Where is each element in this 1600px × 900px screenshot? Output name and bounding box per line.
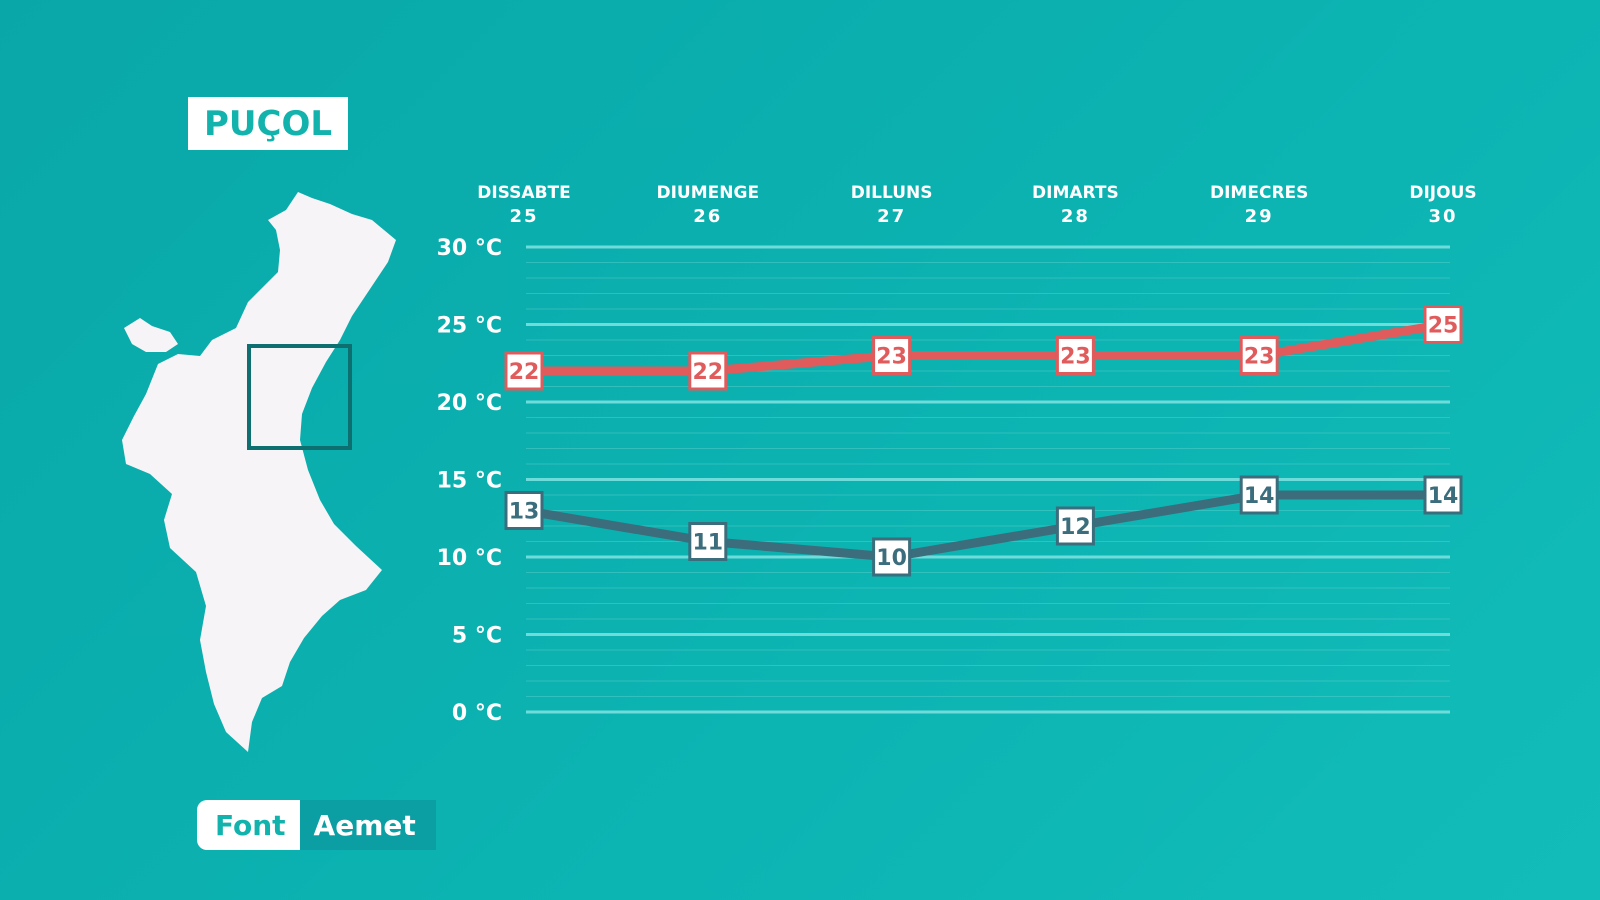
- y-tick-label: 25 °C: [437, 314, 502, 339]
- data-label-value: 22: [692, 360, 723, 385]
- data-label-1: 13: [504, 491, 544, 530]
- data-label-box: [1055, 506, 1095, 546]
- data-label-box: [1239, 475, 1279, 515]
- data-label-value: 11: [692, 531, 723, 556]
- data-labels: 22 22 23 23 23 25 13 11 10 12 14 14: [504, 305, 1463, 577]
- day-name-label: DIMARTS: [1032, 183, 1119, 203]
- data-label-0: 22: [688, 351, 728, 391]
- major-gridlines: [526, 245, 1450, 714]
- data-label-1: 11: [688, 522, 728, 561]
- data-label-box: [872, 537, 912, 577]
- y-tick-label: 0 °C: [452, 701, 502, 726]
- day-number-label: 29: [1245, 206, 1274, 227]
- region-shape: [122, 192, 396, 752]
- data-label-1: 14: [1423, 475, 1463, 515]
- y-tick-label: 10 °C: [437, 546, 502, 571]
- day-name-label: DIMECRES: [1210, 183, 1308, 203]
- location-title: PUÇOL: [188, 97, 348, 150]
- data-label-1: 14: [1239, 475, 1279, 515]
- data-label-value: 13: [509, 500, 540, 525]
- day-name-label: DISSABTE: [477, 183, 570, 203]
- data-label-box: [1239, 336, 1279, 375]
- y-tick-label: 5 °C: [452, 624, 502, 649]
- data-label-value: 25: [1428, 314, 1459, 339]
- data-label-box: [1055, 336, 1095, 375]
- data-label-box: [504, 491, 544, 530]
- day-number-label: 26: [693, 206, 722, 227]
- series-lines: [519, 320, 1448, 562]
- data-label-box: [1423, 475, 1463, 515]
- island-shape: [124, 318, 178, 352]
- data-label-value: 12: [1060, 515, 1091, 540]
- y-tick-label: 30 °C: [437, 236, 502, 261]
- minor-gridlines: [526, 262, 1450, 697]
- data-label-box: [1423, 305, 1463, 344]
- data-label-value: 14: [1428, 484, 1459, 509]
- source-badge: Font Aemet: [197, 800, 436, 850]
- data-label-box: [872, 336, 912, 375]
- day-name-label: DIUMENGE: [657, 183, 760, 203]
- day-number-label: 28: [1061, 206, 1090, 227]
- y-tick-label: 15 °C: [437, 469, 502, 494]
- data-label-value: 14: [1244, 484, 1275, 509]
- region-map: [122, 192, 396, 752]
- data-label-box: [504, 351, 544, 391]
- data-label-value: 23: [1060, 345, 1091, 370]
- day-number-label: 25: [509, 206, 538, 227]
- data-label-value: 22: [509, 360, 540, 385]
- data-label-1: 10: [872, 537, 912, 577]
- data-label-0: 25: [1423, 305, 1463, 344]
- data-label-value: 10: [876, 546, 907, 571]
- day-labels: DISSABTE 25 DIUMENGE 26 DILLUNS 27 DIMARTS 28 DI…: [477, 183, 1476, 227]
- source-label: Font: [197, 800, 300, 850]
- data-label-box: [688, 522, 728, 561]
- day-number-label: 30: [1428, 206, 1457, 227]
- data-label-0: 23: [1055, 336, 1095, 375]
- data-label-0: 22: [504, 351, 544, 391]
- day-name-label: DIJOUS: [1409, 183, 1476, 203]
- data-label-box: [688, 351, 728, 391]
- y-tick-label: 20 °C: [437, 391, 502, 416]
- series-line-0: [519, 320, 1448, 376]
- y-axis-ticks: 0 °C 5 °C 10 °C 15 °C 20 °C 25 °C 30 °C: [437, 236, 502, 726]
- data-label-0: 23: [1239, 336, 1279, 375]
- data-label-value: 23: [1244, 345, 1275, 370]
- location-highlight-box: [247, 344, 352, 450]
- data-label-value: 23: [876, 345, 907, 370]
- data-label-1: 12: [1055, 506, 1095, 546]
- source-value: Aemet: [299, 800, 436, 850]
- series-line-1: [519, 490, 1448, 562]
- data-label-0: 23: [872, 336, 912, 375]
- day-name-label: DILLUNS: [851, 183, 933, 203]
- day-number-label: 27: [877, 206, 906, 227]
